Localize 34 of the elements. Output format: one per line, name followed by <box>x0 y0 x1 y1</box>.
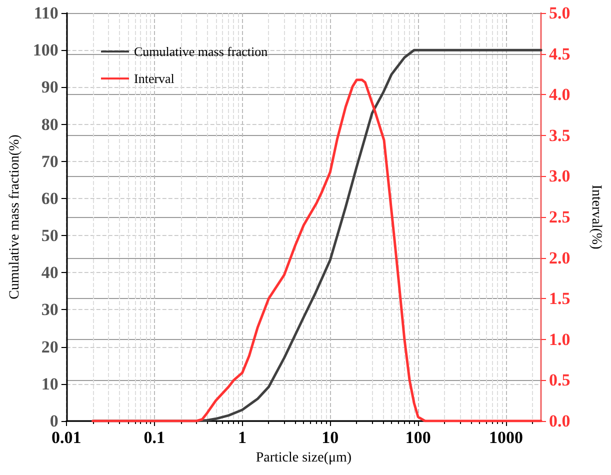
y-tick-label: 0 <box>50 412 58 430</box>
x-tick-label: 1000 <box>489 428 524 447</box>
y-tick-label: 20 <box>41 337 58 356</box>
x-tick-label: 10 <box>322 428 339 447</box>
y2-tick-label: 0.0 <box>549 412 570 430</box>
x-tick-label: 0.01 <box>52 428 82 447</box>
x-axis-title: Particle size(μm) <box>256 450 352 466</box>
y2-tick-label: 5.0 <box>549 4 570 22</box>
y-tick-label: 80 <box>41 114 58 134</box>
y-tick-label: 50 <box>41 226 58 246</box>
y-tick-label: 110 <box>34 4 58 22</box>
x-tick-label: 0.1 <box>144 428 165 447</box>
y2-tick-label: 4.5 <box>549 44 570 64</box>
y-tick-label: 40 <box>41 263 58 282</box>
y2-tick-label: 1.5 <box>549 289 570 308</box>
y2-tick-label: 2.5 <box>549 208 570 226</box>
y2-tick-label: 3.0 <box>549 166 570 186</box>
y2-tick-label: 2.0 <box>549 248 570 268</box>
y-tick-label: 10 <box>41 374 58 394</box>
x-tick-label: 100 <box>405 428 431 447</box>
legend-label: Cumulative mass fraction <box>134 44 268 59</box>
y-tick-label: 90 <box>41 78 58 97</box>
y2-tick-label: 1.0 <box>549 330 570 349</box>
y-tick-label: 100 <box>32 40 58 60</box>
y2-tick-label: 0.5 <box>549 370 570 390</box>
y-tick-label: 60 <box>41 188 58 208</box>
y-axis-title: Cumulative mass fraction(%) <box>8 134 22 300</box>
legend-label: Interval <box>134 71 175 86</box>
y2-tick-label: 3.5 <box>549 126 570 145</box>
x-tick-label: 1 <box>238 428 246 447</box>
y-tick-label: 70 <box>41 152 58 171</box>
y2-axis-title: Interval(%) <box>588 184 604 250</box>
y-tick-label: 30 <box>41 300 58 320</box>
y2-tick-label: 4.0 <box>549 85 570 104</box>
